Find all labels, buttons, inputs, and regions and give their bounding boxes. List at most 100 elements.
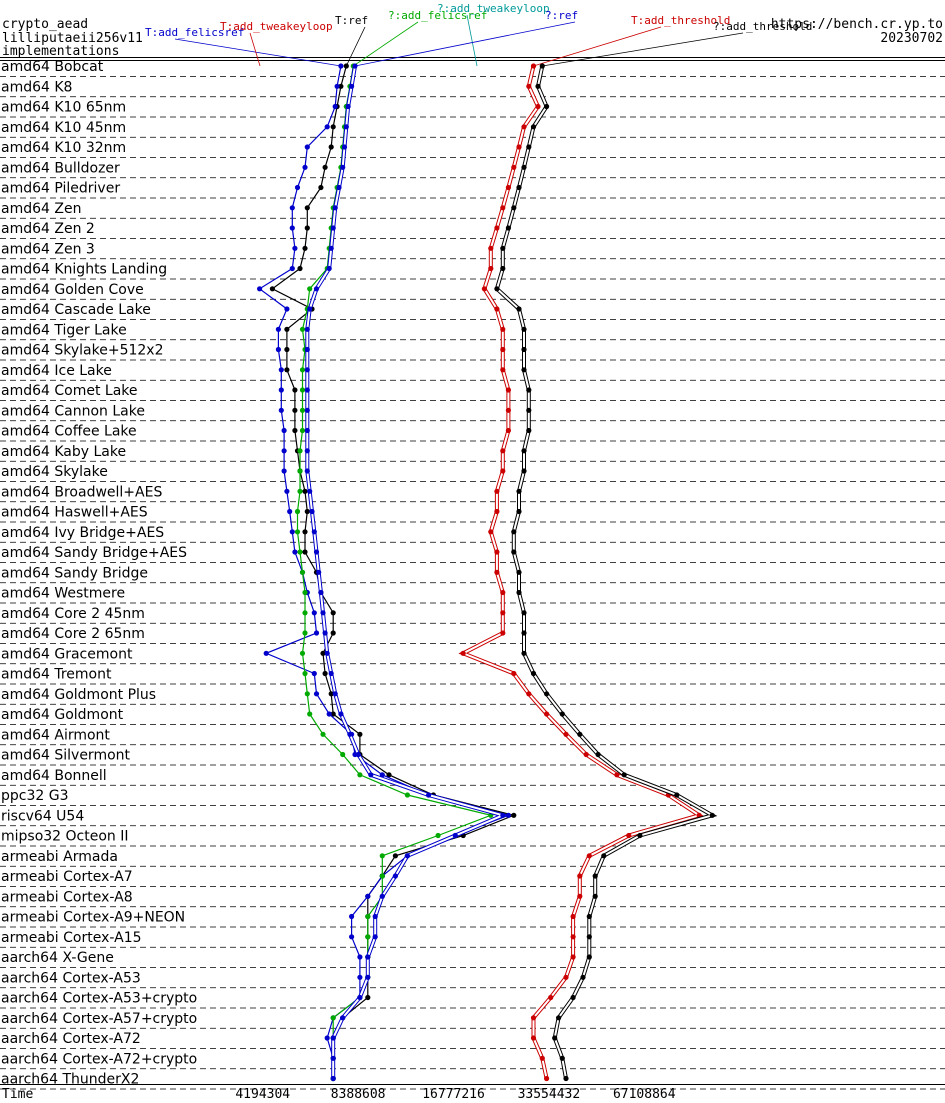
data-point [324,124,330,130]
data-point [586,853,592,859]
data-point [299,427,306,434]
data-point [372,913,378,920]
data-point [577,893,583,899]
data-point [539,63,545,69]
data-point [302,529,308,535]
data-point [435,832,441,839]
data-point [330,711,336,717]
data-point [357,974,363,980]
data-point [284,346,290,353]
category-label: amd64 K10 32nm [1,140,126,156]
category-label: amd64 Kaby Lake [1,444,126,460]
data-point [577,873,583,879]
category-label: amd64 Knights Landing [1,262,167,278]
data-point [332,103,338,110]
data-point [500,589,506,596]
data-point [302,488,308,494]
data-point [330,630,336,636]
category-label: amd64 Core 2 65nm [1,626,145,642]
category-label: aarch64 Cortex-A72 [1,1031,141,1047]
data-point [521,610,527,616]
data-point [313,549,320,555]
data-point [494,549,500,555]
x-tick-label: 16777216 [422,1087,485,1102]
data-point [324,1035,330,1041]
date-stamp: 20230702 [880,31,943,46]
category-label: armeabi Armada [1,849,118,865]
data-point [328,144,334,150]
category-label: amd64 K10 65nm [1,100,126,116]
data-point [386,772,392,778]
data-point [516,508,522,515]
data-point [302,670,308,677]
data-point [289,265,295,272]
data-point [500,326,506,332]
data-point [521,468,527,474]
legend-leader [174,38,341,67]
data-point [341,144,348,150]
data-point [302,630,308,636]
data-point [311,670,317,677]
data-point [343,63,349,69]
data-point [500,448,506,454]
data-point [500,630,506,636]
data-point [500,265,506,272]
data-point [570,934,576,940]
data-point [338,83,344,89]
legend-leader [354,21,576,67]
data-point [521,164,527,170]
data-point [294,508,301,515]
category-label: amd64 Cannon Lake [1,403,145,419]
data-point [563,1075,569,1082]
data-point [292,245,298,251]
data-point [530,670,537,677]
data-point [511,812,517,818]
data-point [516,488,522,494]
category-label: aarch64 Cortex-A53 [1,970,141,986]
category-label: amd64 Bulldozer [1,160,120,176]
data-point [302,245,308,251]
data-point [577,731,583,737]
legend-label: T:add_tweakeyloop [220,20,333,33]
data-point [521,630,527,636]
legend-leader [533,26,662,67]
data-point [516,144,522,150]
x-axis-label: Time [2,1087,33,1102]
data-point [320,731,326,737]
data-point [304,407,310,413]
data-point [494,569,500,575]
data-point [284,488,290,494]
category-label: amd64 Tremont [1,667,112,683]
data-point [336,184,342,191]
category-label: armeabi Cortex-A7 [1,869,133,885]
data-point [328,670,334,677]
data-point [544,711,550,717]
category-label: amd64 Zen [1,201,81,217]
x-tick-label: 8388608 [331,1087,386,1102]
category-label: amd64 Bobcat [1,59,104,75]
x-tick-label: 67108864 [613,1087,676,1102]
category-label: amd64 Silvermont [1,748,131,764]
data-point [349,83,355,89]
data-point [292,407,298,413]
data-point [570,913,576,920]
data-point [284,367,290,373]
data-point [559,1055,565,1061]
data-point [289,529,295,535]
data-point [345,103,351,110]
category-label: amd64 Goldmont [1,707,124,723]
data-point [494,286,500,292]
data-point [299,407,306,413]
data-point [505,225,511,231]
data-point [307,488,313,494]
data-point [586,913,592,920]
data-point [338,63,344,69]
data-point [318,589,324,596]
data-point [278,387,284,393]
data-point [294,184,301,191]
data-point [332,691,338,697]
data-point [516,569,522,575]
data-point [338,711,344,717]
data-point [583,751,589,758]
data-point [511,670,517,677]
